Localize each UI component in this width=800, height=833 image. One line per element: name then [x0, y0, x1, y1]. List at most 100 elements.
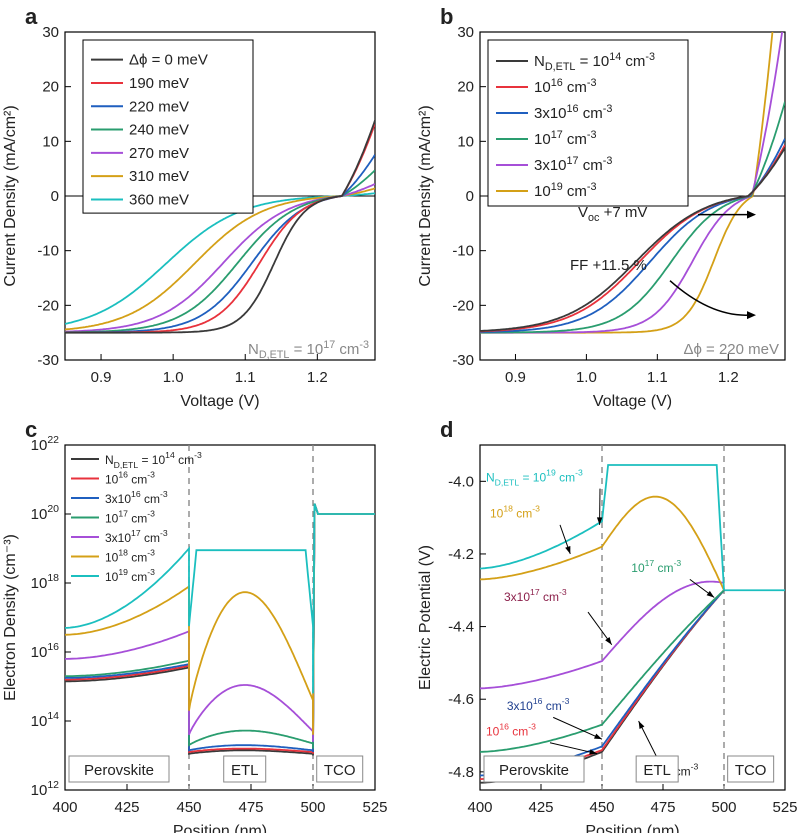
- label-part: = 10: [575, 53, 609, 70]
- label-part: cm: [540, 590, 559, 604]
- y-tick-label: 1020: [31, 503, 60, 523]
- label-part: 310 meV: [129, 168, 189, 185]
- legend-entry: 270 meV: [129, 145, 189, 162]
- label-part: -3: [562, 696, 570, 706]
- label-part: -3: [587, 181, 597, 193]
- potential-curve: [480, 495, 725, 591]
- y-tick-label: -4.8: [448, 764, 474, 781]
- label-part: 10: [105, 512, 119, 526]
- legend: Δϕ = 0 meV 190 meV 220 meV 240 meV 270 meV 31…: [82, 39, 254, 214]
- annotation-arrowhead: [596, 517, 603, 525]
- y-tick-label: 0: [51, 188, 59, 205]
- label-part: = 10: [138, 453, 165, 467]
- annotation-arrowhead: [565, 545, 571, 554]
- label-part: 10: [105, 570, 119, 584]
- label-part: 14: [165, 450, 175, 460]
- label-part: 240 meV: [129, 122, 189, 139]
- annotation-arrowhead: [706, 590, 715, 598]
- jv-curve: [65, 120, 375, 334]
- y-tick-label: -4.6: [448, 691, 474, 708]
- x-tick-label: 475: [238, 799, 263, 816]
- label-part: 3x10: [507, 699, 533, 713]
- label-part: oc: [588, 212, 600, 224]
- label-part: 17: [567, 155, 579, 167]
- potential-curve: [480, 589, 725, 753]
- legend-entry: 1017 cm-3: [105, 509, 155, 526]
- density-curve: [65, 503, 375, 753]
- label-part: 10: [534, 79, 551, 96]
- y-tick-label: -10: [452, 243, 474, 260]
- plot-frame: [479, 444, 786, 791]
- label-part: -3: [691, 761, 699, 771]
- label-part: Δϕ = 0 meV: [129, 52, 208, 69]
- corner-note: Δϕ = 220 meV: [683, 341, 779, 358]
- label-part: cm: [563, 183, 587, 200]
- y-tick-label: -30: [37, 352, 59, 369]
- label-part: cm: [141, 492, 160, 506]
- y-tick-label: 1012: [31, 779, 60, 799]
- panel-label: d: [440, 417, 453, 442]
- x-tick-label: 400: [52, 799, 77, 816]
- label-part: 16: [533, 696, 543, 706]
- label-part: 190 meV: [129, 75, 189, 92]
- legend-entry: 1016 cm-3: [105, 470, 155, 487]
- label-part: 19: [551, 181, 563, 193]
- x-tick-label: 1.1: [235, 369, 256, 386]
- jv-curve: [480, 101, 785, 334]
- label-part: D,ETL: [114, 460, 139, 470]
- annotation-arrowhead: [638, 721, 645, 729]
- x-tick-label: 475: [650, 799, 675, 816]
- legend-entry: 3x1017 cm-3: [534, 155, 612, 174]
- x-tick-label: 425: [528, 799, 553, 816]
- y-tick-label: 30: [42, 24, 59, 41]
- label-part: 270 meV: [129, 145, 189, 162]
- x-axis-label: Position (nm): [173, 823, 267, 833]
- x-tick-label: 450: [589, 799, 614, 816]
- annotation-arrow: [552, 716, 603, 740]
- x-tick-label: 1.1: [647, 369, 668, 386]
- annotation-arrowhead: [589, 749, 598, 755]
- label-part: cm: [654, 561, 673, 575]
- legend-entry: 3x1016 cm-3: [534, 103, 612, 122]
- legend-entry: 3x1016 cm-3: [105, 489, 168, 506]
- label-part: -3: [645, 51, 655, 63]
- jv-curve: [65, 187, 375, 331]
- label-part: 17: [118, 509, 128, 519]
- ff-arrow: [669, 280, 749, 316]
- density-curve: [65, 503, 375, 742]
- voc-annotation: Voc +7 mV: [578, 204, 647, 224]
- label-part: 3x10: [105, 492, 131, 506]
- density-curve: [65, 503, 375, 694]
- panel-label: b: [440, 4, 453, 29]
- label-part: 17: [645, 558, 655, 568]
- label-part: 3x10: [534, 157, 567, 174]
- y-tick-label: -10: [37, 243, 59, 260]
- y-tick-label: -30: [452, 352, 474, 369]
- label-part: 10: [631, 561, 645, 575]
- region-label: ETL: [231, 762, 259, 779]
- panel-b: b 0.9 1.0 1.1 1.2 -30 -20 -10 0 10 20 30 Voltage (V)…: [417, 4, 786, 410]
- tick-exp: 12: [47, 779, 59, 791]
- x-axis-label: Voltage (V): [180, 393, 259, 410]
- label-part: 3x10: [105, 531, 131, 545]
- y-tick-label: 1014: [31, 710, 60, 730]
- label-part: cm: [579, 157, 603, 174]
- label-part: = 10: [289, 341, 323, 358]
- density-curve: [65, 503, 375, 754]
- region-label-box: [483, 755, 585, 783]
- label-part: N: [248, 341, 259, 358]
- panel-d: d 400 425 450 475 500 525 -4.8 -4.6 -4.4 -4.2 -4.0 P…: [417, 417, 798, 833]
- label-part: D,ETL: [259, 349, 290, 361]
- y-tick-label: -20: [452, 297, 474, 314]
- legend-entry: 1018 cm-3: [105, 548, 155, 565]
- curve-annotation: 1018 cm-3: [490, 504, 540, 521]
- label-part: cm: [128, 570, 147, 584]
- label-part: = 10: [519, 470, 546, 484]
- y-axis-label: Electric Potential (V): [417, 545, 434, 690]
- label-part: -3: [528, 722, 536, 732]
- region-label-box: [68, 755, 170, 783]
- label-part: 17: [530, 587, 540, 597]
- corner-note: ND,ETL = 1017 cm-3: [248, 339, 369, 361]
- curve-annotation: 3x1016 cm-3: [507, 696, 570, 713]
- plot-frame: [64, 444, 376, 791]
